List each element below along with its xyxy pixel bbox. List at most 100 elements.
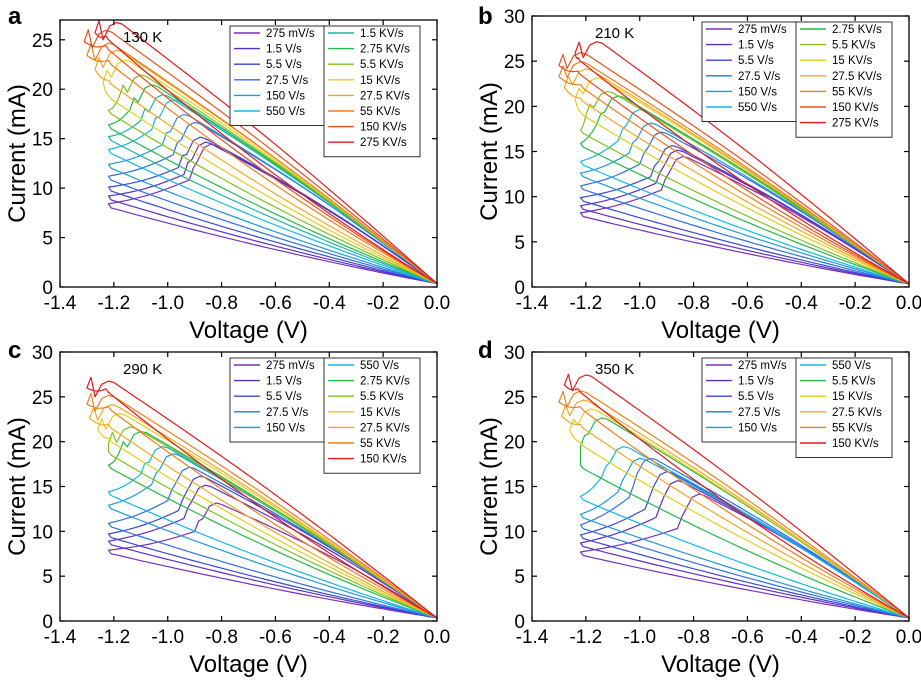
x-tick-label: -1.2	[97, 293, 130, 314]
x-tick-label: 0.0	[424, 627, 450, 648]
x-axis-label: Voltage (V)	[661, 651, 780, 678]
legend-entry: 150 KV/s	[360, 454, 407, 466]
y-tick-label: 5	[42, 567, 53, 588]
y-tick-label: 30	[504, 343, 525, 364]
panel-a: a -1.4 -1.2 -1.0 -0.8 -0.6 -0.4 -0.2 0.0 0 5 10 15 20…	[4, 3, 450, 344]
y-tick-label: 15	[504, 478, 525, 499]
legend-box	[323, 25, 421, 158]
legend-entry: 150 V/s	[266, 422, 305, 434]
legend-entry: 1.5 V/s	[266, 376, 302, 388]
y-tick-label: 15	[504, 143, 525, 164]
axis-frame	[59, 19, 438, 288]
legend-entry: 27.5 V/s	[738, 71, 780, 83]
legend-entry: 150 KV/s	[832, 438, 879, 450]
legend-entry: 275 KV/s	[832, 118, 879, 130]
x-tick-label: 0.0	[896, 627, 921, 648]
legend-entry: 550 V/s	[360, 360, 399, 372]
legend-box	[323, 357, 421, 474]
legend: 275 mV/s 1.5 V/s 5.5 V/s 27.5 V/s 150 V/s 550…	[701, 21, 893, 138]
y-tick-label: 20	[32, 80, 53, 101]
x-tick-label: -0.8	[677, 293, 710, 314]
series-group	[558, 373, 909, 619]
panel-d: d -1.4 -1.2 -1.0 -0.8 -0.6 -0.4 -0.2 0.0 0 5 10 15 20…	[476, 337, 921, 678]
x-axis-label: Voltage (V)	[189, 651, 308, 678]
panel-letter: b	[478, 3, 493, 30]
legend-entry: 150 V/s	[738, 86, 777, 98]
y-tick-label: 20	[32, 433, 53, 454]
legend-entry: 1.5 V/s	[738, 376, 774, 388]
y-tick-label: 5	[42, 229, 53, 250]
x-tick-label: -1.2	[569, 627, 602, 648]
legend-entry: 27.5 V/s	[266, 407, 308, 419]
series-line-13	[94, 20, 437, 285]
panel-letter: a	[8, 3, 22, 30]
y-tick-label: 15	[32, 478, 53, 499]
temperature-label: 130 K	[123, 29, 162, 46]
legend-entry: 5.5 V/s	[738, 391, 774, 403]
legend-entry: 275 KV/s	[360, 137, 407, 149]
legend: 275 mV/s 1.5 V/s 5.5 V/s 27.5 V/s 150 V/s 550…	[701, 357, 893, 458]
legend: 275 mV/s 1.5 V/s 5.5 V/s 27.5 V/s 150 V/s 550…	[229, 357, 421, 474]
y-tick-label: 30	[504, 7, 525, 28]
legend-entry: 27.5 V/s	[266, 75, 308, 87]
panel-b: b -1.4 -1.2 -1.0 -0.8 -0.6 -0.4 -0.2 0.0 0 5 10 15 20…	[476, 3, 921, 344]
legend-entry: 1.5 V/s	[738, 40, 774, 52]
series-line-4	[579, 122, 909, 285]
legend-entry: 15 KV/s	[360, 75, 401, 87]
legend-entry: 55 KV/s	[360, 438, 401, 450]
x-tick-label: -1.0	[151, 293, 184, 314]
y-tick-label: 0	[42, 612, 53, 633]
x-tick-label: -0.6	[731, 293, 764, 314]
x-tick-label: -0.8	[205, 627, 238, 648]
legend-entry: 27.5 KV/s	[360, 422, 410, 434]
legend-entry: 15 KV/s	[360, 407, 401, 419]
legend-entry: 275 mV/s	[266, 28, 315, 40]
x-tick-label: -0.4	[785, 293, 818, 314]
series-line-10	[563, 373, 909, 619]
series-group	[83, 20, 437, 285]
y-tick-label: 30	[32, 343, 53, 364]
x-tick-label: -0.2	[367, 293, 400, 314]
y-tick-label: 15	[32, 130, 53, 151]
x-tick-label: -1.0	[623, 293, 656, 314]
legend-entry: 550 V/s	[266, 106, 305, 118]
x-tick-label: 0.0	[424, 293, 450, 314]
series-line-12	[574, 41, 909, 285]
legend-entry: 1.5 KV/s	[360, 28, 404, 40]
temperature-label: 350 K	[595, 361, 634, 378]
x-tick-label: -0.4	[313, 627, 346, 648]
x-tick-label: -0.6	[259, 627, 292, 648]
x-tick-label: -0.2	[367, 627, 400, 648]
y-tick-label: 25	[32, 388, 53, 409]
x-tick-label: -0.6	[731, 627, 764, 648]
legend-entry: 5.5 V/s	[266, 59, 302, 71]
legend-entry: 27.5 KV/s	[832, 407, 882, 419]
y-tick-label: 20	[504, 97, 525, 118]
y-axis-label: Current (mA)	[4, 417, 31, 556]
y-axis-label: Current (mA)	[476, 417, 503, 556]
series-group	[86, 376, 437, 619]
y-tick-label: 0	[514, 278, 525, 299]
legend-entry: 1.5 V/s	[266, 44, 302, 56]
x-tick-label: -0.4	[313, 293, 346, 314]
x-tick-label: -0.4	[785, 627, 818, 648]
legend-entry: 150 KV/s	[360, 122, 407, 134]
legend-entry: 55 KV/s	[360, 106, 401, 118]
series-group	[558, 41, 909, 285]
y-tick-label: 10	[32, 179, 53, 200]
x-tick-label: -1.2	[569, 293, 602, 314]
legend-entry: 275 mV/s	[266, 360, 315, 372]
x-tick-label: -1.4	[44, 293, 77, 314]
y-axis-label: Current (mA)	[4, 84, 31, 223]
legend-box	[701, 21, 799, 122]
legend-box	[795, 21, 893, 138]
legend-entry: 27.5 KV/s	[832, 71, 882, 83]
legend-entry: 15 KV/s	[832, 55, 873, 67]
panel-letter: c	[8, 337, 21, 364]
legend-entry: 5.5 KV/s	[360, 391, 404, 403]
legend-entry: 2.75 KV/s	[832, 24, 882, 36]
legend-entry: 550 V/s	[832, 360, 871, 372]
x-tick-label: 0.0	[896, 293, 921, 314]
legend-entry: 55 KV/s	[832, 86, 873, 98]
legend-entry: 5.5 KV/s	[360, 59, 404, 71]
